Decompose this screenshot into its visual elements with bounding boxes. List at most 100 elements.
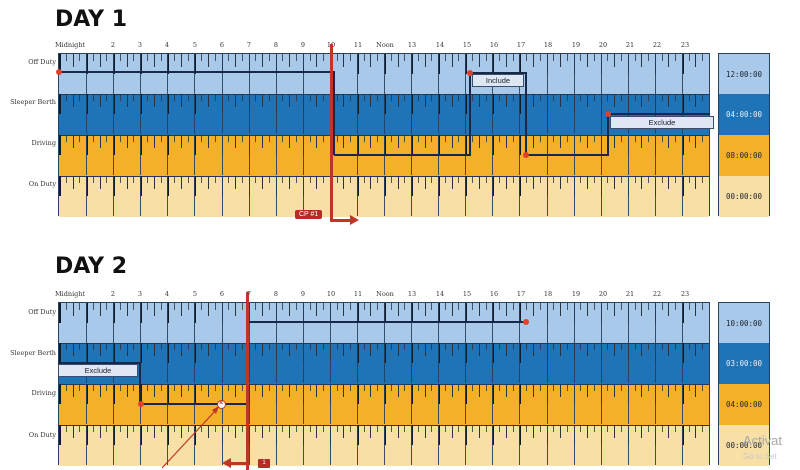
minute-tick	[323, 176, 325, 183]
minute-tick	[147, 176, 149, 183]
minute-tick	[187, 54, 189, 61]
minute-tick	[282, 303, 284, 310]
minute-tick	[451, 384, 453, 397]
minute-tick	[323, 54, 325, 61]
minute-tick	[295, 135, 297, 142]
hour-gridline	[329, 425, 331, 465]
minute-tick	[702, 384, 704, 391]
minute-tick	[65, 135, 67, 142]
minute-tick	[695, 425, 697, 438]
hour-label: 8	[273, 41, 279, 49]
minute-tick	[65, 54, 67, 61]
minute-tick	[566, 94, 568, 101]
minute-tick	[92, 425, 94, 432]
row-label-off-duty: Off Duty	[28, 58, 56, 66]
minute-tick	[323, 384, 325, 391]
minute-tick	[235, 303, 237, 316]
minute-tick	[512, 176, 514, 183]
minute-tick	[350, 135, 352, 142]
minute-tick	[119, 343, 121, 350]
minute-tick	[201, 54, 203, 61]
minute-tick	[323, 303, 325, 310]
day1-totals-column: 12:00:00 04:00:00 08:00:00 00:00:00	[718, 53, 770, 217]
minute-tick	[92, 303, 94, 310]
minute-tick	[505, 384, 507, 397]
hour-gridline	[492, 425, 494, 465]
hour-gridline	[275, 384, 277, 424]
minute-tick	[668, 54, 670, 67]
minute-tick	[485, 135, 487, 142]
minute-tick	[532, 425, 534, 438]
hour-gridline	[384, 303, 385, 343]
hour-gridline	[302, 94, 304, 134]
minute-tick	[397, 425, 399, 438]
minute-tick	[526, 54, 528, 61]
minute-tick	[180, 303, 182, 316]
minute-tick	[160, 303, 162, 310]
minute-tick	[343, 176, 345, 189]
minute-tick	[607, 343, 609, 350]
minute-tick	[316, 303, 318, 316]
minute-tick	[187, 384, 189, 391]
minute-tick	[478, 176, 480, 189]
minute-tick	[323, 94, 325, 101]
hour-label: 6	[219, 41, 225, 49]
hour-label: 14	[435, 290, 445, 298]
minute-tick	[478, 425, 480, 438]
minute-tick	[214, 425, 216, 432]
minute-tick	[539, 94, 541, 101]
hour-label: 6	[219, 290, 225, 298]
minute-tick	[214, 54, 216, 61]
hour-gridline	[654, 54, 656, 94]
minute-tick	[235, 343, 237, 356]
minute-tick	[92, 94, 94, 101]
minute-tick	[187, 135, 189, 142]
minute-tick	[295, 384, 297, 391]
minute-tick	[661, 176, 663, 183]
minute-tick	[648, 303, 650, 310]
hour-gridline	[627, 303, 629, 343]
minute-tick	[593, 425, 595, 432]
hour-label: 16	[489, 41, 499, 49]
minute-tick	[65, 303, 67, 310]
minute-tick	[668, 94, 670, 107]
minute-tick	[79, 94, 81, 101]
minute-tick	[451, 135, 453, 148]
minute-tick	[377, 343, 379, 350]
hour-gridline	[356, 343, 358, 383]
minute-tick	[397, 54, 399, 67]
minute-tick	[458, 384, 460, 391]
day1-log-grid	[58, 53, 710, 217]
minute-tick	[65, 176, 67, 183]
minute-tick	[485, 384, 487, 391]
checkpoint-label: CP #1	[295, 210, 323, 219]
hour-gridline	[465, 176, 467, 216]
hour-label: 22	[652, 41, 662, 49]
hour-gridline	[248, 343, 250, 383]
minute-tick	[688, 303, 690, 310]
hour-gridline	[654, 303, 656, 343]
hour-label: Noon	[376, 41, 394, 49]
minute-tick	[499, 384, 501, 391]
minute-tick	[180, 54, 182, 67]
minute-tick	[147, 303, 149, 310]
minute-tick	[153, 425, 155, 438]
hour-gridline	[411, 94, 413, 134]
minute-tick	[343, 135, 345, 148]
minute-tick	[174, 176, 176, 183]
minute-tick	[119, 303, 121, 310]
minute-tick	[289, 425, 291, 438]
minute-tick	[363, 176, 365, 183]
minute-tick	[431, 135, 433, 142]
minute-tick	[648, 343, 650, 350]
driving-segment	[334, 154, 470, 156]
hour-label: 8	[273, 290, 279, 298]
minute-tick	[350, 176, 352, 183]
activation-watermark-subtext: Go to Set	[743, 452, 777, 461]
minute-tick	[180, 384, 182, 397]
minute-tick	[268, 176, 270, 183]
driving-total: 04:00:00	[725, 400, 763, 409]
minute-tick	[675, 176, 677, 183]
minute-tick	[539, 176, 541, 183]
hour-gridline	[113, 176, 115, 216]
